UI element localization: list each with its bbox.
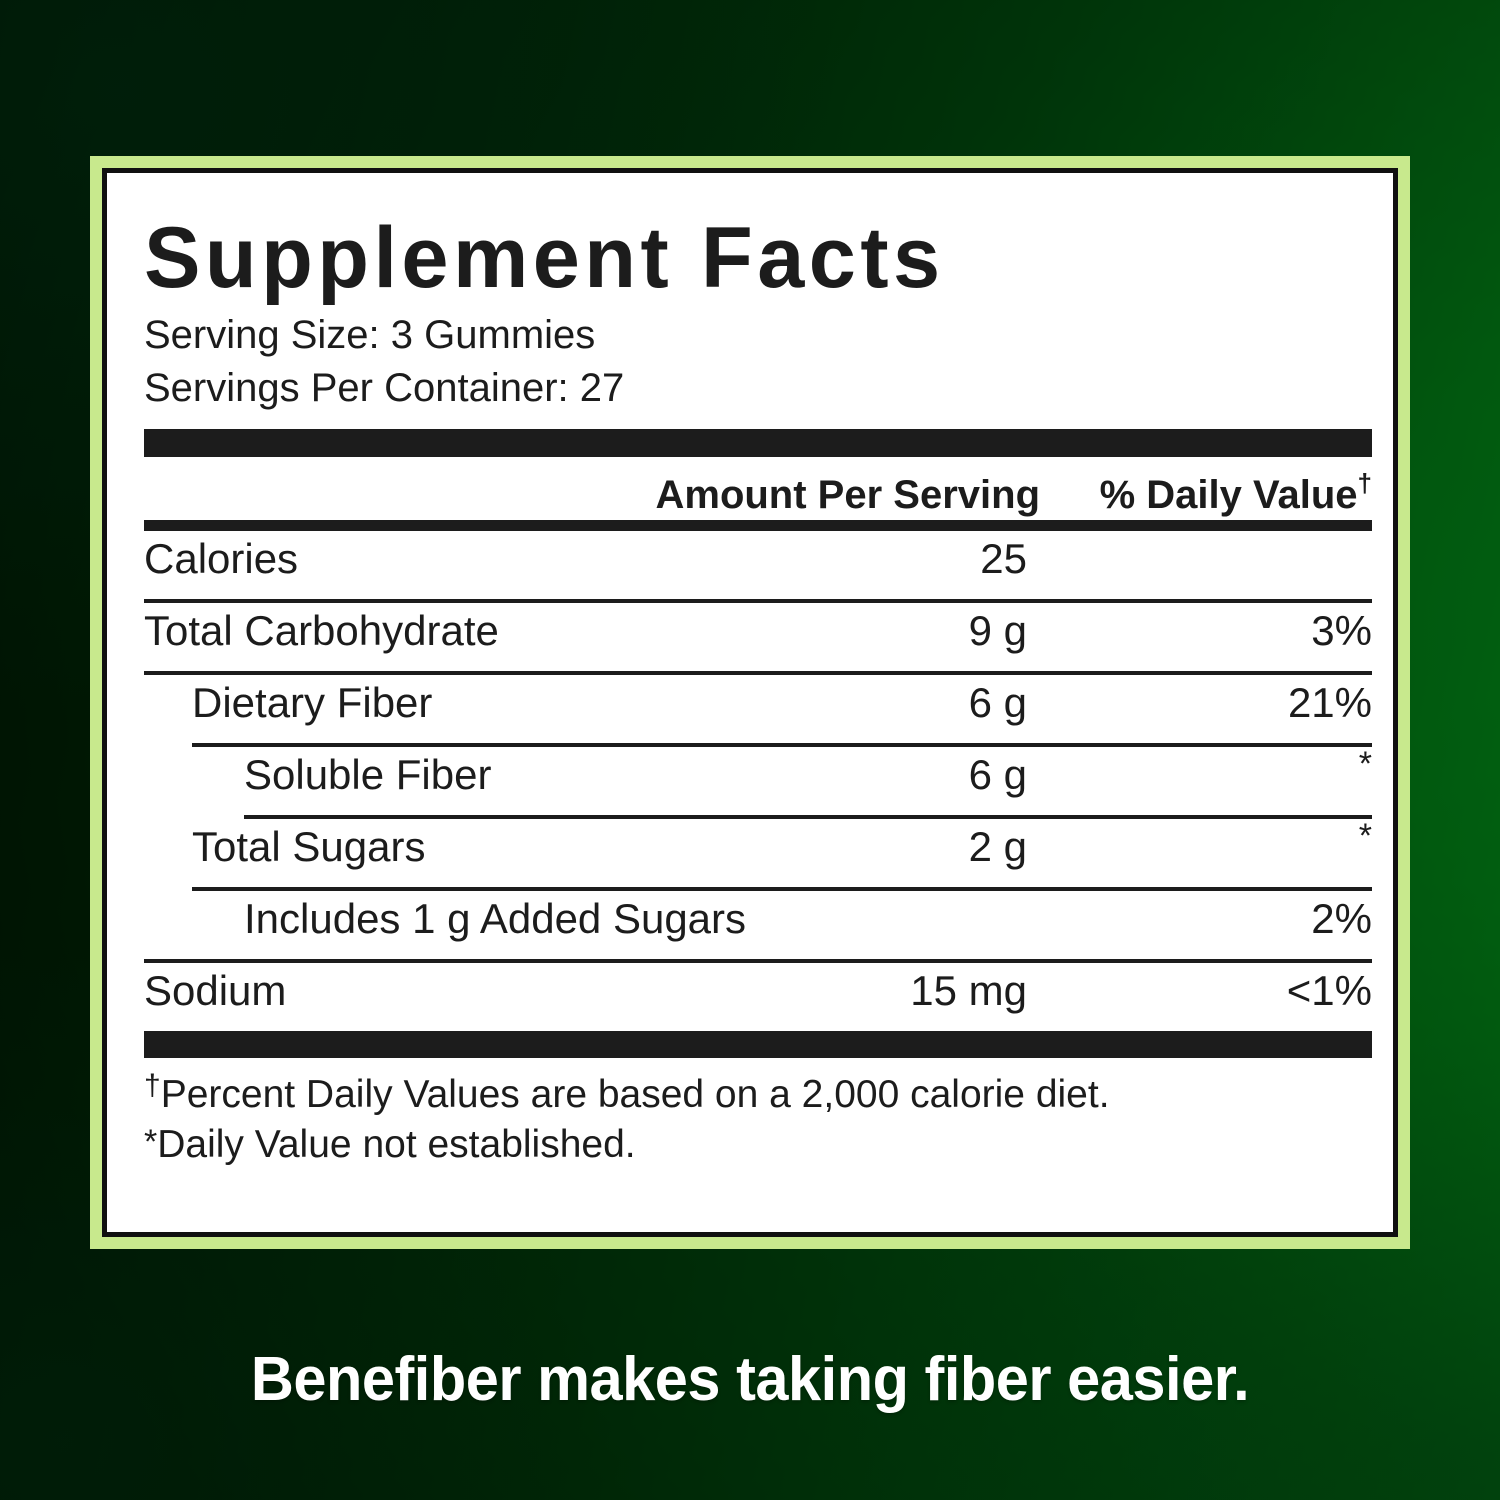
row-divider (244, 814, 1372, 819)
nutrient-label: Dietary Fiber (192, 678, 433, 726)
nutrient-row: Total Sugars 2 g * (144, 816, 1372, 887)
nutrient-label: Total Sugars (192, 822, 426, 870)
nutrient-label: Calories (144, 534, 299, 582)
column-header-daily-value: % Daily Value† (1099, 470, 1372, 518)
footnote-text: Percent Daily Values are based on a 2,00… (160, 1072, 1110, 1116)
nutrient-row: Soluble Fiber 6 g * (144, 744, 1372, 815)
supplement-facts-panel: Supplement Facts Serving Size: 3 Gummies… (90, 156, 1410, 1249)
row-divider (192, 742, 1372, 747)
footnote: *Daily Value not established. (144, 1120, 1372, 1170)
row-divider (144, 598, 1372, 603)
nutrient-daily-value: 2% (1311, 894, 1372, 942)
nutrient-row: Dietary Fiber 6 g 21% (144, 675, 1372, 743)
nutrient-amount: 6 g (968, 678, 1027, 726)
dagger-icon: † (144, 1068, 161, 1102)
nutrient-amount: 15 mg (910, 966, 1027, 1014)
footnote-text: Daily Value not established. (157, 1122, 636, 1166)
row-divider (192, 886, 1372, 891)
nutrient-label: Total Carbohydrate (144, 606, 499, 654)
row-divider (144, 958, 1372, 963)
nutrient-label: Sodium (144, 966, 287, 1014)
nutrient-amount: 6 g (968, 750, 1027, 798)
asterisk-icon: * (144, 1122, 158, 1161)
nutrient-row: Total Carbohydrate 9 g 3% (144, 603, 1372, 671)
nutrient-daily-value: 3% (1311, 606, 1372, 654)
nutrient-label: Soluble Fiber (244, 750, 492, 798)
nutrient-row: Includes 1 g Added Sugars 2% (144, 891, 1372, 959)
column-header-row: Amount Per Serving % Daily Value† (144, 457, 1372, 520)
supplement-facts-panel-inner: Supplement Facts Serving Size: 3 Gummies… (102, 168, 1398, 1237)
dagger-icon: † (1357, 467, 1372, 498)
tagline: Benefiber makes taking fiber easier. (250, 1345, 1250, 1414)
nutrient-dv-asterisk: * (1358, 816, 1372, 855)
row-divider (144, 670, 1372, 675)
nutrient-rows: Calories 25 Total Carbohydrate 9 g 3% Dietary… (144, 531, 1372, 1031)
divider-thick-top (144, 428, 1372, 457)
page-title: Supplement Facts (144, 210, 945, 306)
column-header-daily-value-text: % Daily Value (1099, 472, 1358, 517)
nutrient-daily-value: 21% (1287, 678, 1372, 726)
nutrient-dv-asterisk: * (1358, 744, 1372, 783)
divider-thick-bottom (144, 1030, 1372, 1058)
nutrient-daily-value: <1% (1286, 966, 1372, 1014)
nutrient-amount: 25 (980, 534, 1027, 582)
nutrient-row: Calories 25 (144, 531, 1372, 599)
nutrient-row: Sodium 15 mg <1% (144, 963, 1372, 1031)
nutrient-amount: 9 g (968, 606, 1027, 654)
servings-per-container-text: Servings Per Container: 27 (144, 365, 625, 410)
nutrient-label: Includes 1 g Added Sugars (244, 894, 747, 942)
divider-medium-header (144, 519, 1372, 531)
footnote: †Percent Daily Values are based on a 2,0… (144, 1070, 1372, 1120)
nutrient-amount: 2 g (968, 822, 1027, 870)
column-header-amount-per-serving: Amount Per Serving (655, 472, 1040, 517)
supplement-facts-content: Supplement Facts Serving Size: 3 Gummies… (144, 191, 1372, 1222)
footnotes: †Percent Daily Values are based on a 2,0… (144, 1058, 1372, 1170)
serving-size-text: Serving Size: 3 Gummies (144, 313, 596, 357)
